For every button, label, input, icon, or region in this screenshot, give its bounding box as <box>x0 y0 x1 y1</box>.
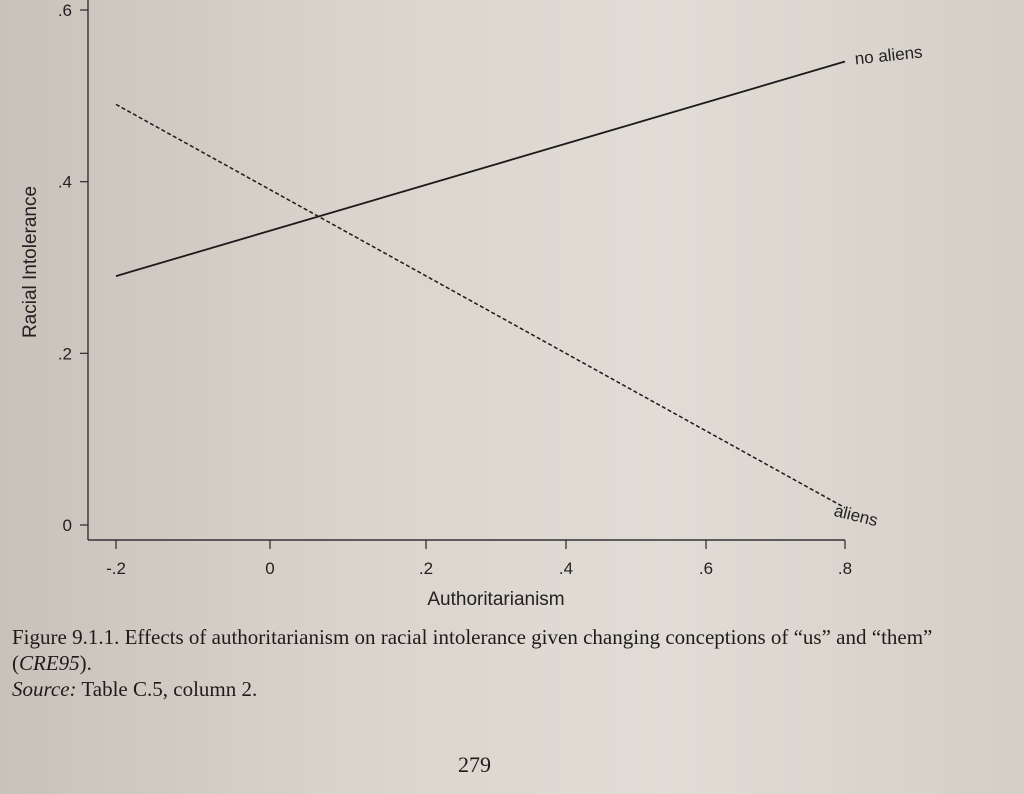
x-tick-label: .6 <box>699 559 713 578</box>
x-axis-title: Authoritarianism <box>427 589 564 610</box>
y-axis-title: Racial Intolerance <box>20 186 41 338</box>
x-tick-label: 0 <box>265 559 274 578</box>
y-tick-label: .2 <box>58 344 72 363</box>
series-label-no-aliens: no aliens <box>854 42 924 68</box>
x-ticks: -.2 0 .2 .4 .6 .8 <box>106 540 852 578</box>
y-ticks: 0 .2 .4 .6 <box>58 1 88 535</box>
caption-text: Effects of authoritarianism on racial in… <box>12 625 933 675</box>
caption-end: ). <box>79 651 92 675</box>
series-line-no-aliens <box>115 60 846 277</box>
y-tick-label: 0 <box>63 516 72 535</box>
figure-caption: Figure 9.1.1. Effects of authoritarianis… <box>12 624 1002 702</box>
page-number: 279 <box>458 752 491 777</box>
line-chart: 0.2.4.6 -.2 0.2.4.6.8 Racial Intolerance … <box>20 0 924 610</box>
x-tick-label: .2 <box>419 559 433 578</box>
caption-dataset: CRE95 <box>19 651 80 675</box>
caption-main: Figure 9.1.1. Effects of authoritarianis… <box>12 624 1002 676</box>
y-tick-label: .4 <box>58 173 72 192</box>
source-label: Source: <box>12 677 77 701</box>
x-tick-label: -.2 <box>106 559 126 578</box>
series-label-aliens: aliens <box>832 501 880 530</box>
x-tick-label: .8 <box>838 559 852 578</box>
caption-source: Source: Table C.5, column 2. <box>12 676 1002 702</box>
series-line-aliens <box>115 103 846 509</box>
source-text: Table C.5, column 2. <box>81 677 258 701</box>
x-tick-label: .4 <box>559 559 573 578</box>
chart-series <box>115 60 846 509</box>
figure-label: Figure 9.1.1. <box>12 625 120 649</box>
chart-axes <box>87 0 845 541</box>
y-tick-label: .6 <box>58 1 72 20</box>
